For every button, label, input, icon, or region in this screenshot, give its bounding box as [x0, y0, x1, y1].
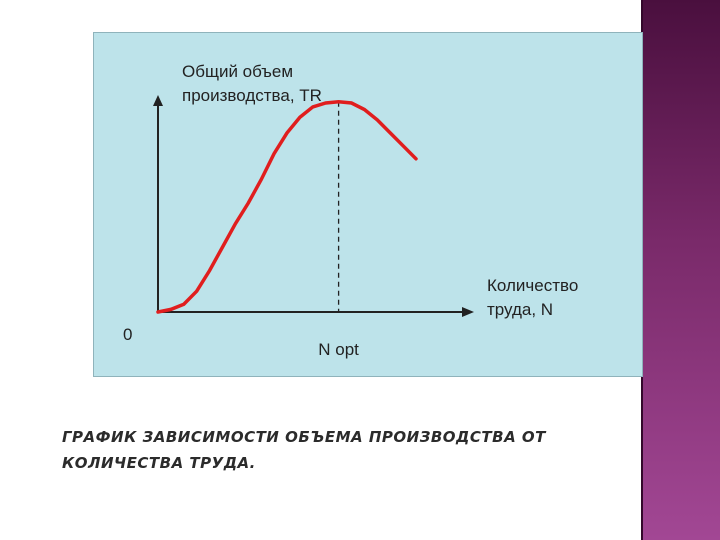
decorative-side-bar	[641, 0, 720, 540]
chart-panel: Общий объем производства, TR Количество …	[93, 32, 643, 377]
x-axis-label-line-1: Количество	[487, 276, 578, 295]
y-axis-arrow	[153, 95, 163, 106]
x-axis-label-line-2: труда, N	[487, 300, 553, 319]
caption-line-2: КОЛИЧЕСТВА ТРУДА.	[62, 454, 256, 472]
figure-caption: ГРАФИК ЗАВИСИМОСТИ ОБЪЕМА ПРОИЗВОДСТВА О…	[62, 424, 622, 476]
chart-svg: Общий объем производства, TR Количество …	[123, 62, 578, 359]
y-axis-label-line-1: Общий объем	[182, 62, 293, 81]
n-opt-tick-label: N opt	[318, 340, 359, 359]
caption-line-1: ГРАФИК ЗАВИСИМОСТИ ОБЪЕМА ПРОИЗВОДСТВА О…	[62, 428, 546, 446]
x-axis-arrow	[462, 307, 474, 317]
tr-curve	[156, 99, 418, 314]
origin-label: 0	[123, 325, 132, 344]
y-axis-label-line-2: производства, TR	[182, 86, 322, 105]
